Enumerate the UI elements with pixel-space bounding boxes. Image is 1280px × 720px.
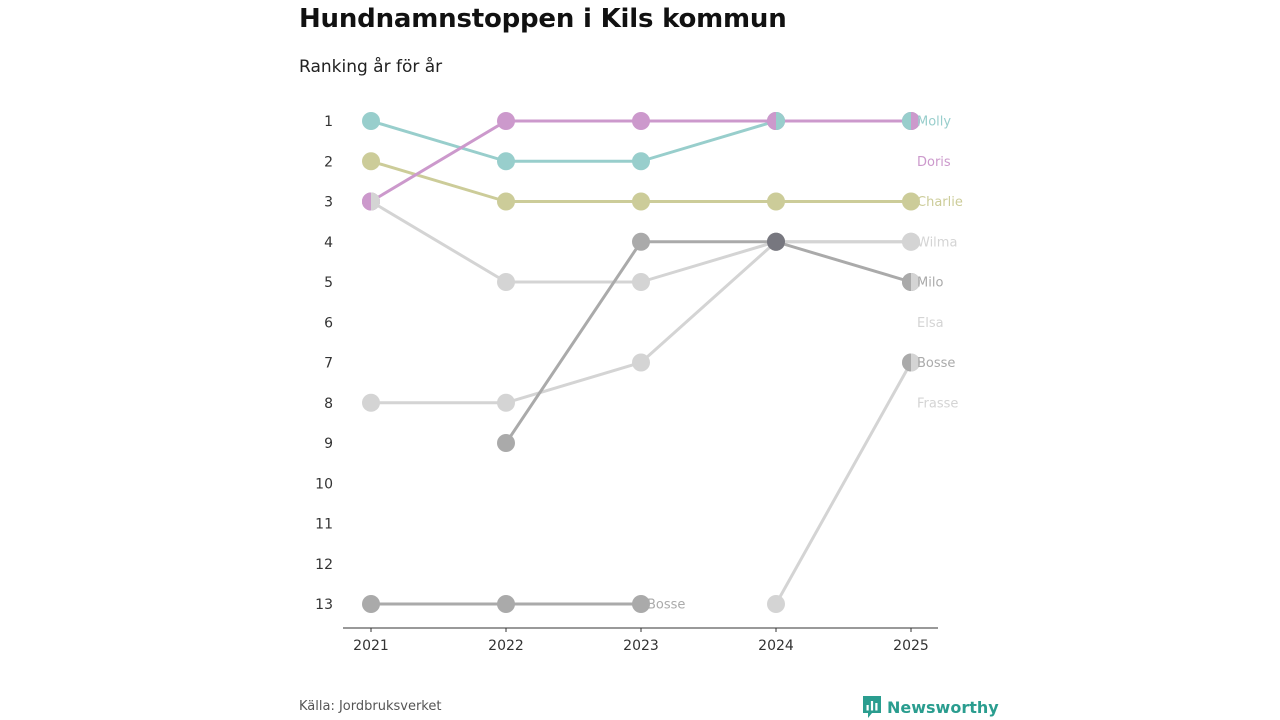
series-line-molly — [639, 119, 778, 163]
end-label-elsa: Elsa — [917, 316, 944, 331]
y-tick-label: 4 — [324, 235, 333, 251]
series-line-doris — [369, 119, 508, 203]
series-point-charlie — [767, 192, 785, 211]
series-point-molly — [362, 112, 380, 130]
series-point-elsa — [632, 353, 650, 372]
split-marker — [902, 273, 920, 291]
series-point-milo — [632, 232, 650, 251]
y-tick-label: 9 — [324, 436, 333, 452]
inline-label-bosse: Bosse — [647, 598, 685, 613]
series-point-frasse — [497, 273, 515, 291]
x-tick-label: 2023 — [623, 638, 659, 654]
series-line-frasse — [639, 240, 778, 284]
source-note: Källa: Jordbruksverket — [299, 699, 442, 714]
x-tick-label: 2024 — [758, 638, 794, 654]
end-label-molly: Molly — [917, 115, 951, 130]
series-point-bosse — [632, 595, 650, 613]
series-point-charlie — [362, 152, 380, 171]
series-line-milo — [504, 240, 643, 445]
split-marker-left — [902, 273, 911, 291]
end-label-bosse: Bosse — [917, 356, 955, 371]
series-line-frasse — [369, 200, 508, 284]
split-marker-right — [911, 353, 920, 372]
y-tick-label: 11 — [315, 517, 333, 533]
x-tick-label: 2025 — [893, 638, 929, 654]
series-line-fia — [774, 361, 913, 606]
y-tick-label: 13 — [315, 597, 333, 613]
end-label-doris: Doris — [917, 155, 951, 170]
y-tick-label: 8 — [324, 396, 333, 412]
series-point-molly — [497, 152, 515, 171]
series-point-milo — [497, 434, 515, 452]
split-marker — [902, 353, 920, 372]
split-marker-right — [911, 273, 920, 291]
series-point-doris — [497, 112, 515, 130]
split-marker-left — [362, 192, 371, 211]
brand-name: Newsworthy — [887, 697, 999, 717]
series-line-elsa — [504, 361, 643, 405]
series-point-elsa — [497, 393, 515, 412]
x-tick-label: 2022 — [488, 638, 524, 654]
series-point-elsa — [902, 232, 920, 251]
bar-chart-logo-icon — [863, 696, 881, 718]
end-label-charlie: Charlie — [917, 195, 963, 210]
y-tick-label: 1 — [324, 114, 333, 130]
y-tick-label: 5 — [324, 275, 333, 291]
split-marker-left — [902, 112, 911, 130]
split-marker-left — [902, 353, 911, 372]
series-point-doris — [632, 112, 650, 130]
series-point-molly — [632, 152, 650, 171]
split-marker — [767, 112, 785, 130]
split-marker — [362, 192, 380, 211]
split-marker-right — [371, 192, 380, 211]
series-point-wilma — [767, 232, 785, 251]
series-point-bosse — [497, 595, 515, 613]
series-line-elsa — [639, 240, 778, 364]
series-point-bosse — [362, 595, 380, 613]
y-tick-label: 10 — [315, 476, 333, 492]
split-marker-left — [767, 112, 776, 130]
series-point-fia — [767, 595, 785, 613]
series-point-frasse — [632, 273, 650, 291]
x-tick-label: 2021 — [353, 638, 389, 654]
series-line-molly — [369, 119, 508, 163]
split-marker — [902, 112, 920, 130]
series-line-milo — [774, 240, 913, 284]
series-point-charlie — [632, 192, 650, 211]
series-point-elsa — [362, 393, 380, 412]
end-label-milo: Milo — [917, 276, 943, 291]
split-marker-right — [776, 112, 785, 130]
brand-logo[interactable]: Newsworthy — [862, 695, 999, 719]
series-line-charlie — [369, 159, 508, 203]
series-point-charlie — [902, 192, 920, 211]
series-point-charlie — [497, 192, 515, 211]
y-tick-label: 12 — [315, 557, 333, 573]
y-tick-label: 7 — [324, 356, 333, 372]
chart-title: Hundnamnstoppen i Kils kommun — [299, 4, 787, 34]
chart-subtitle: Ranking år för år — [299, 57, 443, 77]
y-tick-label: 6 — [324, 315, 333, 331]
y-tick-label: 2 — [324, 154, 333, 170]
split-marker-right — [911, 112, 920, 130]
end-label-wilma: Wilma — [917, 235, 957, 250]
y-tick-label: 3 — [324, 195, 333, 211]
end-label-frasse: Frasse — [917, 396, 958, 411]
